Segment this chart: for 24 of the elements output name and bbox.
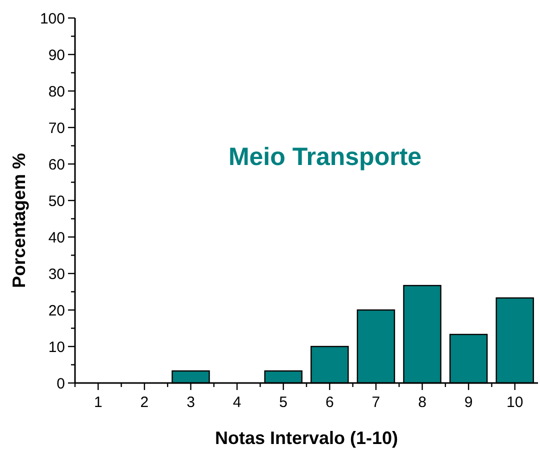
x-tick-label: 8 [418, 394, 426, 411]
x-tick-label: 9 [464, 394, 473, 411]
y-tick-label: 50 [48, 192, 65, 210]
x-tick-label: 5 [279, 394, 288, 411]
x-tick-label: 2 [140, 394, 149, 411]
y-tick-label: 70 [48, 120, 65, 137]
x-tick-label: 3 [186, 394, 195, 411]
y-tick-label: 30 [48, 266, 65, 283]
y-tick-label: 0 [56, 375, 65, 392]
x-tick-label: 4 [232, 394, 242, 411]
y-tick-label: 10 [48, 338, 65, 356]
text: Meio Transporte [228, 143, 422, 171]
x-tick-label: 10 [506, 394, 524, 411]
y-tick-label: 20 [48, 302, 65, 320]
x-tick-label: 1 [94, 394, 102, 411]
y-axis-title: Porcentagem % [9, 152, 29, 288]
x-axis-title: Notas Intervalo (1-10) [214, 428, 398, 448]
y-tick-label: 60 [48, 156, 65, 174]
y-tick-label: 90 [48, 46, 65, 64]
y-tick-label: 100 [40, 10, 65, 28]
x-tick-label: 7 [372, 394, 380, 411]
y-tick-label: 40 [48, 229, 65, 246]
y-tick-label: 80 [48, 83, 65, 100]
x-tick-label: 6 [325, 394, 334, 411]
